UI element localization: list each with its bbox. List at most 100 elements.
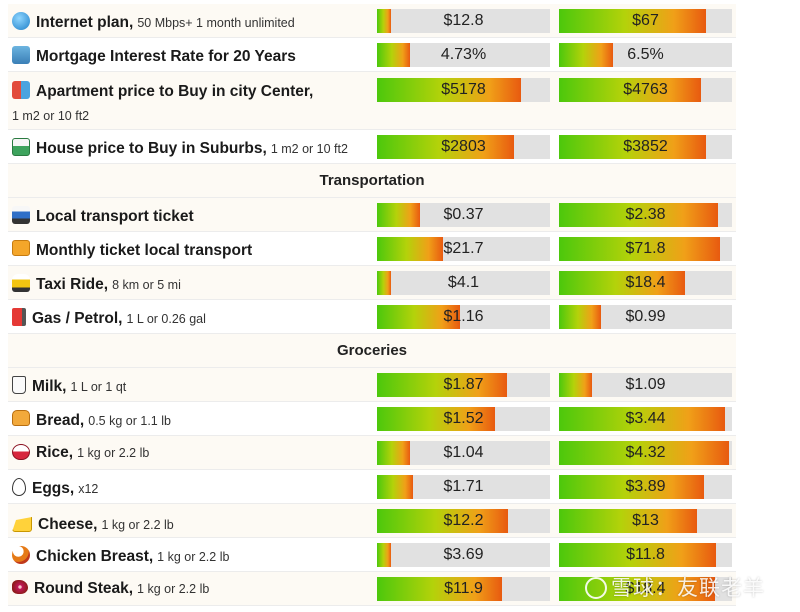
city-1-price-value: $12.2: [443, 512, 484, 529]
item-name: Mortgage Interest Rate for 20 Years: [36, 48, 296, 65]
city-2-price-fill: [559, 43, 613, 67]
city-2-price-fill: [559, 407, 726, 431]
city-2-price-value: $3852: [623, 138, 668, 155]
city-2-price-bar: 6.5%: [559, 43, 732, 67]
city-1-price-value: 4.73%: [440, 46, 487, 63]
item-label: Eggs, x12: [12, 478, 368, 498]
city-1-price-value: $3.69: [443, 546, 484, 563]
city-1-price-value: $4.1: [447, 274, 480, 291]
city-1-price-value: $1.87: [443, 376, 484, 393]
city-2-price-value: $67: [632, 12, 659, 29]
watermark: 雪球：友联老羊: [585, 572, 765, 602]
item-unit: 1 kg or 2.2 lb: [137, 582, 210, 596]
bank-icon: [12, 46, 30, 64]
city-1-price-bar: $3.69: [377, 543, 550, 567]
table-row: Taxi Ride, 8 km or 5 mi $4.1 $18.4: [8, 266, 736, 300]
item-name: Monthly ticket local transport: [36, 242, 253, 259]
milk-icon: [12, 376, 26, 394]
city-2-price-bar: $67: [559, 9, 732, 33]
table-row: Cheese, 1 kg or 2.2 lb $12.2 $13: [8, 504, 736, 538]
item-name: House price to Buy in Suburbs,: [36, 140, 267, 157]
city-2-price-bar: $1.09: [559, 373, 732, 397]
item-label: Cheese, 1 kg or 2.2 lb: [12, 512, 368, 534]
city-2-price-fill: [559, 441, 729, 465]
item-unit: 1 kg or 2.2 lb: [101, 518, 174, 532]
item-label: Round Steak, 1 kg or 2.2 lb: [12, 580, 368, 598]
city-1-price-fill: [377, 9, 391, 33]
item-name: Milk,: [32, 378, 67, 395]
ticket-icon: [12, 240, 30, 256]
steak-icon: [12, 580, 28, 594]
rice-icon: [12, 444, 30, 460]
city-2-price-bar: $13: [559, 509, 732, 533]
city-1-price-value: $12.8: [443, 12, 484, 29]
globe-icon: [12, 12, 30, 30]
city-2-price-value: $11.8: [626, 546, 665, 563]
item-unit: 1 L or 1 qt: [70, 380, 127, 394]
bread-icon: [12, 410, 30, 426]
city-1-price-fill: [377, 203, 421, 227]
city-2-price-bar: $2.38: [559, 203, 732, 227]
cheese-icon: [12, 517, 32, 532]
city-2-price-value: $1.09: [625, 376, 666, 393]
city-1-price-fill: [377, 135, 514, 159]
price-comparison-table: Internet plan, 50 Mbps+ 1 month unlimited…: [8, 4, 736, 606]
city-2-price-fill: [559, 305, 601, 329]
city-1-price-value: $0.37: [443, 206, 484, 223]
city-1-price-bar: $1.52: [377, 407, 550, 431]
city-2-price-bar: $18.4: [559, 271, 732, 295]
table-row: Bread, 0.5 kg or 1.1 lb $1.52 $3.44: [8, 402, 736, 436]
city-2-price-bar: $3.89: [559, 475, 732, 499]
table-row: Mortgage Interest Rate for 20 Years 4.73%…: [8, 38, 736, 72]
table-row: Chicken Breast, 1 kg or 2.2 lb $3.69 $11.8: [8, 538, 736, 572]
city-2-price-fill: [559, 237, 720, 261]
item-name: Round Steak,: [34, 580, 134, 597]
section-header-groceries: Groceries: [8, 334, 736, 368]
city-2-price-bar: $4763: [559, 78, 732, 102]
item-name: Cheese,: [38, 516, 98, 533]
city-1-price-bar: $12.8: [377, 9, 550, 33]
city-2-price-fill: [559, 577, 715, 601]
city-1-price-bar: $2803: [377, 135, 550, 159]
city-2-price-bar: $3.44: [559, 407, 732, 431]
item-label: Rice, 1 kg or 2.2 lb: [12, 444, 368, 462]
table-row: Gas / Petrol, 1 L or 0.26 gal $1.16 $0.99: [8, 300, 736, 334]
city-1-price-value: $1.04: [443, 444, 484, 461]
city-1-price-bar: $1.71: [377, 475, 550, 499]
city-2-price-fill: [559, 475, 705, 499]
item-unit: 1 m2 or 10 ft2: [12, 109, 90, 123]
item-label: Apartment price to Buy in city Center, 1 …: [12, 80, 368, 128]
city-2-price-bar: $11.8: [559, 543, 732, 567]
item-label: Chicken Breast, 1 kg or 2.2 lb: [12, 546, 368, 566]
table-row: Rice, 1 kg or 2.2 lb $1.04 $4.32: [8, 436, 736, 470]
city-2-price-fill: [559, 373, 592, 397]
item-name: Bread,: [36, 412, 85, 429]
city-2-price-fill: [559, 509, 698, 533]
chicken-icon: [12, 546, 30, 564]
table-row: Internet plan, 50 Mbps+ 1 month unlimited…: [8, 4, 736, 38]
city-2-price-fill: [559, 9, 707, 33]
city-1-price-fill: [377, 475, 414, 499]
table-row: Milk, 1 L or 1 qt $1.87 $1.09: [8, 368, 736, 402]
city-1-price-bar: $5178: [377, 78, 550, 102]
item-label: Monthly ticket local transport: [12, 240, 368, 260]
city-1-price-fill: [377, 43, 410, 67]
table-row: Monthly ticket local transport $21.7 $71.8: [8, 232, 736, 266]
city-2-price-bar: $4.32: [559, 441, 732, 465]
city-1-price-bar: $0.37: [377, 203, 550, 227]
tram-icon: [12, 206, 30, 224]
table-row: Round Steak, 1 kg or 2.2 lb $11.9 $18.4: [8, 572, 736, 606]
city-1-price-fill: [377, 373, 507, 397]
table-row: Apartment price to Buy in city Center, 1 …: [8, 72, 736, 130]
city-2-price-value: $0.99: [625, 308, 666, 325]
city-1-price-fill: [377, 78, 521, 102]
city-1-price-value: $21.7: [443, 240, 484, 257]
city-2-price-bar: $71.8: [559, 237, 732, 261]
table-row: Eggs, x12 $1.71 $3.89: [8, 470, 736, 504]
table-row: House price to Buy in Suburbs, 1 m2 or 10…: [8, 130, 736, 164]
section-header-transportation: Transportation: [8, 164, 736, 198]
item-name: Internet plan,: [36, 14, 134, 31]
item-unit: 50 Mbps+ 1 month unlimited: [137, 16, 295, 30]
city-2-price-value: $2.38: [625, 206, 666, 223]
item-label: Internet plan, 50 Mbps+ 1 month unlimited: [12, 12, 368, 32]
